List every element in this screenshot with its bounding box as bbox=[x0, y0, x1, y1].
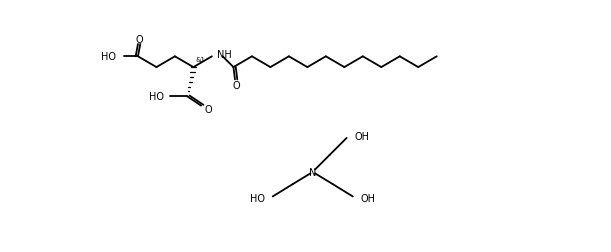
Text: NH: NH bbox=[216, 50, 231, 60]
Text: HO: HO bbox=[250, 193, 265, 203]
Text: OH: OH bbox=[354, 132, 369, 142]
Text: O: O bbox=[233, 80, 240, 90]
Text: O: O bbox=[136, 35, 144, 44]
Text: OH: OH bbox=[360, 193, 376, 203]
Text: HO: HO bbox=[101, 52, 117, 62]
Text: &1: &1 bbox=[196, 57, 206, 63]
Text: HO: HO bbox=[149, 92, 164, 102]
Text: O: O bbox=[204, 104, 212, 114]
Text: N: N bbox=[309, 167, 316, 177]
